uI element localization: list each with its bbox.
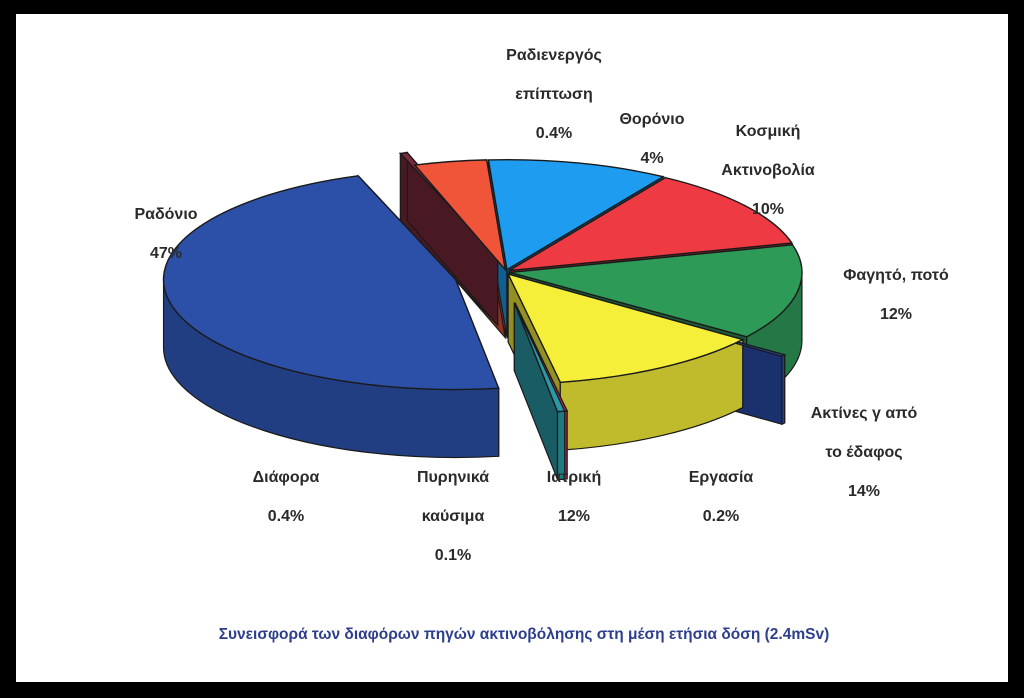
slice-label-ακτίνες-γ-από-το-έδαφος: Ακτίνες γ από το έδαφος 14% (811, 405, 918, 500)
slice-value-label: 12% (880, 306, 912, 323)
slice-name-line: Κοσμική (736, 123, 801, 140)
chart-frame: Ραδόνιο 47% Ραδιενεργός επίπτωση 0.4% Θορόνιο… (16, 14, 1008, 682)
slice-label-φαγητό-ποτό: Φαγητό, ποτό 12% (843, 267, 949, 323)
slice-value-label: 10% (752, 201, 784, 218)
slice-name-line: Ραδιενεργός (506, 47, 602, 64)
pie-chart-3d: Ραδόνιο 47% Ραδιενεργός επίπτωση 0.4% Θορόνιο… (134, 47, 949, 643)
slice-name-line: το έδαφος (825, 444, 902, 461)
slice-name-line: Εργασία (689, 469, 754, 486)
slice-value-label: 4% (640, 150, 663, 167)
slice-label-ραδόνιο: Ραδόνιο 47% (134, 206, 197, 262)
slice-name-line: καύσιμα (422, 508, 485, 525)
slice-name-line: Ιατρική (547, 469, 601, 486)
slice-name-line: Ραδόνιο (134, 206, 197, 223)
slice-label-εργασία: Εργασία 0.2% (689, 469, 754, 525)
slice-top-ραδόνιο (162, 175, 500, 391)
slice-name-line: Φαγητό, ποτό (843, 267, 949, 284)
slice-top-θορόνιο (413, 159, 507, 272)
slice-value-label: 12% (558, 508, 590, 525)
slice-value-label: 14% (848, 483, 880, 500)
slice-label-ιατρική: Ιατρική 12% (547, 469, 601, 525)
slice-top-ακτίνες-γ-από-το-έδαφος (509, 244, 803, 338)
slice-value-label: 47% (150, 245, 182, 262)
slice-name-line: Ακτίνες γ από (811, 405, 918, 422)
slice-top-φαγητό-ποτό (508, 176, 794, 272)
chart-caption: Συνεισφορά των διαφόρων πηγών ακτινοβόλη… (219, 626, 830, 643)
slice-name-line: Θορόνιο (619, 111, 684, 128)
slice-label-διάφορα: Διάφορα 0.4% (253, 469, 320, 525)
slice-body-διάφορα (513, 302, 566, 481)
slice-label-θορόνιο: Θορόνιο 4% (619, 111, 684, 167)
slice-side (781, 353, 786, 426)
slice-value-label: 0.4% (536, 125, 572, 142)
slice-name-line: επίπτωση (515, 86, 592, 103)
slice-label-κοσμική-ακτινοβολία: Κοσμική Ακτινοβολία 10% (721, 123, 815, 218)
slice-name-line: Διάφορα (253, 469, 320, 486)
slice-value-label: 0.4% (268, 508, 304, 525)
slice-value-label: 0.1% (435, 547, 471, 564)
slice-name-line: Ακτινοβολία (721, 162, 815, 179)
slice-labels: Ραδόνιο 47% Ραδιενεργός επίπτωση 0.4% Θορόνιο… (134, 47, 949, 564)
slice-top-κοσμική-ακτινοβολία (487, 158, 665, 271)
slice-top-διάφορα (513, 302, 566, 413)
slice-top-ιατρική (506, 272, 745, 383)
slice-value-label: 0.2% (703, 508, 739, 525)
pie-slice-tops (162, 151, 803, 413)
slice-name-line: Πυρηνικά (417, 469, 489, 486)
slice-label-πυρηνικά-καύσιμα: Πυρηνικά καύσιμα 0.1% (417, 469, 489, 564)
slice-label-ραδιενεργός-επίπτωση: Ραδιενεργός επίπτωση 0.4% (506, 47, 602, 142)
